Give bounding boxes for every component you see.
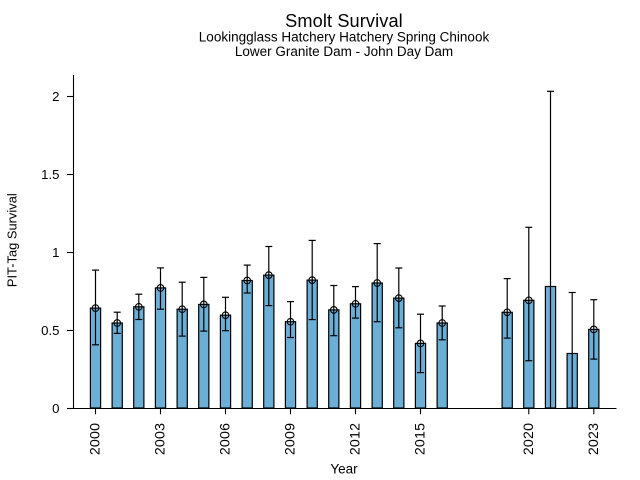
svg-text:0: 0 [52,401,59,416]
svg-text:2000: 2000 [88,423,104,455]
svg-text:2003: 2003 [153,423,169,455]
svg-text:1.5: 1.5 [41,167,59,182]
svg-text:Year: Year [330,462,358,477]
svg-text:Lower Granite Dam - John Day D: Lower Granite Dam - John Day Dam [235,44,453,59]
svg-text:2009: 2009 [283,423,299,455]
svg-text:1: 1 [52,245,59,260]
svg-text:2012: 2012 [348,423,364,455]
svg-text:PIT-Tag Survival: PIT-Tag Survival [5,193,20,287]
svg-text:2020: 2020 [521,423,537,455]
svg-text:2015: 2015 [413,423,429,455]
svg-text:0.5: 0.5 [41,323,59,338]
svg-text:2: 2 [52,89,59,104]
svg-text:Lookingglass Hatchery Hatchery: Lookingglass Hatchery Hatchery Spring Ch… [199,30,490,45]
svg-text:2023: 2023 [586,423,602,455]
svg-text:Smolt Survival: Smolt Survival [285,11,403,31]
svg-text:2006: 2006 [218,423,234,455]
